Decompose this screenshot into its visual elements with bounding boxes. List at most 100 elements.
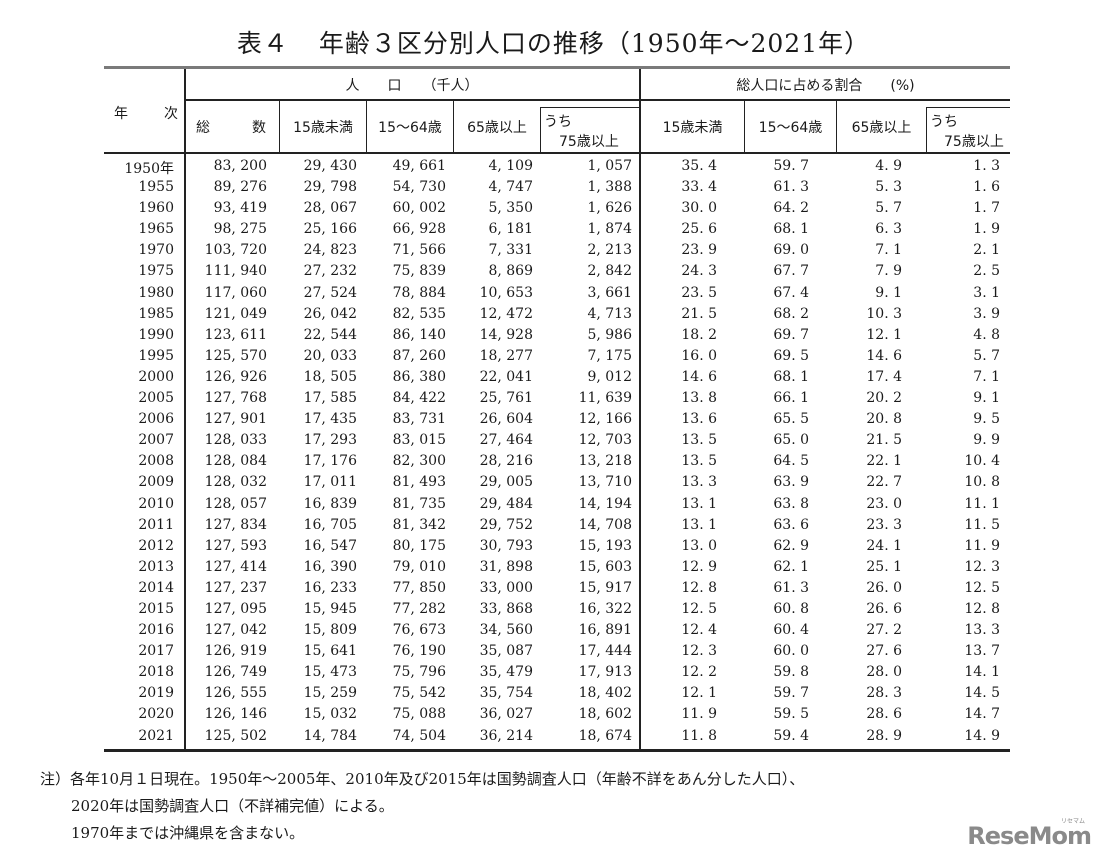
header-total: 総 数 — [196, 120, 266, 136]
cell-o75: 18, 674 — [578, 727, 632, 744]
cell-year: 1980 — [138, 284, 174, 301]
header-year-1: 年 — [114, 106, 128, 122]
cell-u15: 16, 233 — [303, 579, 357, 596]
cell-a15-64: 83, 015 — [392, 432, 446, 449]
table-body: 1950年 83, 200 29, 430 49, 661 4, 109 1, 057 35… — [104, 154, 1010, 752]
table-row: 2013 127, 414 16, 390 79, 010 31, 898 15, 603… — [104, 557, 1010, 578]
cell-o65: 18, 277 — [479, 347, 533, 364]
cell-p-o65: 22. 7 — [866, 474, 902, 491]
cell-u15: 15, 641 — [303, 643, 357, 660]
table-row: 2021 125, 502 14, 784 74, 504 36, 214 18, 674… — [104, 726, 1010, 747]
cell-u15: 16, 839 — [303, 495, 357, 512]
cell-o75: 5, 986 — [587, 326, 632, 343]
cell-p-o65: 6. 3 — [875, 221, 902, 238]
cell-total: 127, 042 — [204, 622, 267, 639]
header-ratio-under15: 15歳未満 — [662, 120, 723, 136]
cell-o65: 10, 653 — [479, 284, 533, 301]
cell-p-o65: 25. 1 — [866, 558, 902, 575]
cell-a15-64: 86, 140 — [392, 326, 446, 343]
cell-p-u15: 12. 4 — [681, 622, 717, 639]
cell-p-u15: 11. 9 — [681, 706, 717, 723]
cell-p-o65: 28. 0 — [866, 664, 902, 681]
cell-p-o65: 21. 5 — [866, 432, 902, 449]
cell-o65: 30, 793 — [479, 537, 533, 554]
cell-o75: 18, 402 — [578, 685, 632, 702]
table-row: 2015 127, 095 15, 945 77, 282 33, 868 16, 322… — [104, 599, 1010, 620]
cell-p-u15: 13. 1 — [681, 495, 717, 512]
cell-p-u15: 23. 5 — [681, 284, 717, 301]
resemom-logo: リセマム ReseMom — [967, 818, 1092, 850]
cell-a15-64: 66, 928 — [392, 221, 446, 238]
cell-a15-64: 84, 422 — [392, 390, 446, 407]
cell-p-15-64: 63. 6 — [773, 516, 809, 533]
cell-u15: 16, 705 — [303, 516, 357, 533]
cell-total: 127, 095 — [204, 600, 267, 617]
cell-o65: 6, 181 — [488, 221, 533, 238]
cell-p-o75: 10. 4 — [964, 453, 1000, 470]
cell-o75: 12, 166 — [578, 411, 632, 428]
cell-p-15-64: 59. 8 — [773, 664, 809, 681]
cell-year: 2005 — [138, 390, 174, 407]
cell-p-u15: 21. 5 — [681, 305, 717, 322]
cell-year: 2006 — [138, 411, 174, 428]
table-row: 2008 128, 084 17, 176 82, 300 28, 216 13, 218… — [104, 451, 1010, 472]
cell-o75: 16, 322 — [578, 600, 632, 617]
header-ratio-15-64: 15～64歳 — [758, 120, 823, 136]
table-row: 2011 127, 834 16, 705 81, 342 29, 752 14, 708… — [104, 515, 1010, 536]
cell-p-15-64: 64. 5 — [773, 453, 809, 470]
cell-year: 2000 — [138, 368, 174, 385]
cell-a15-64: 81, 342 — [392, 516, 446, 533]
cell-p-o75: 9. 1 — [973, 390, 1000, 407]
table-row: 2005 127, 768 17, 585 84, 422 25, 761 11, 639… — [104, 388, 1010, 409]
cell-a15-64: 82, 535 — [392, 305, 446, 322]
cell-o75: 14, 708 — [578, 516, 632, 533]
cell-total: 127, 901 — [204, 411, 267, 428]
cell-o75: 7, 175 — [587, 347, 632, 364]
cell-year: 1990 — [138, 326, 174, 343]
cell-total: 123, 611 — [204, 326, 267, 343]
cell-p-15-64: 65. 0 — [773, 432, 809, 449]
cell-p-o65: 24. 1 — [866, 537, 902, 554]
cell-total: 128, 032 — [204, 474, 267, 491]
cell-p-15-64: 67. 4 — [773, 284, 809, 301]
cell-p-u15: 12. 8 — [681, 579, 717, 596]
cell-o75: 13, 710 — [578, 474, 632, 491]
cell-u15: 29, 798 — [303, 179, 357, 196]
note-line-1: 注）各年10月１日現在。1950年～2005年、2010年及び2015年は国勢調… — [40, 770, 805, 788]
table-row: 2006 127, 901 17, 435 83, 731 26, 604 12, 166… — [104, 409, 1010, 430]
cell-o65: 35, 479 — [479, 664, 533, 681]
cell-u15: 25, 166 — [303, 221, 357, 238]
cell-o75: 1, 388 — [587, 179, 632, 196]
cell-p-o75: 11. 9 — [964, 537, 1000, 554]
cell-total: 93, 419 — [213, 200, 267, 217]
cell-o65: 12, 472 — [479, 305, 533, 322]
cell-total: 127, 768 — [204, 390, 267, 407]
cell-p-o65: 20. 2 — [866, 390, 902, 407]
cell-o75: 15, 193 — [578, 537, 632, 554]
cell-total: 128, 033 — [204, 432, 267, 449]
cell-p-15-64: 68. 2 — [773, 305, 809, 322]
cell-year: 2021 — [138, 727, 174, 744]
cell-p-u15: 13. 1 — [681, 516, 717, 533]
logo-text: ReseMom — [967, 822, 1092, 850]
header-over75: 75歳以上 — [559, 134, 619, 150]
cell-p-u15: 13. 5 — [681, 453, 717, 470]
cell-total: 83, 200 — [213, 158, 267, 174]
cell-year: 2017 — [138, 643, 174, 660]
cell-p-o75: 12. 3 — [964, 558, 1000, 575]
header-ratio-group: 総人口に占める割合 (%) — [736, 78, 915, 94]
cell-year: 1965 — [138, 221, 174, 238]
cell-a15-64: 60, 002 — [392, 200, 446, 217]
cell-p-15-64: 63. 8 — [773, 495, 809, 512]
cell-o75: 3, 661 — [587, 284, 632, 301]
note-line-3: 1970年までは沖縄県を含まない。 — [71, 824, 305, 842]
cell-p-u15: 13. 8 — [681, 390, 717, 407]
cell-p-o65: 14. 6 — [866, 347, 902, 364]
cell-total: 127, 593 — [204, 537, 267, 554]
cell-total: 126, 146 — [204, 706, 267, 723]
cell-total: 127, 237 — [204, 579, 267, 596]
cell-o75: 18, 602 — [578, 706, 632, 723]
cell-u15: 27, 524 — [303, 284, 357, 301]
cell-o65: 26, 604 — [479, 411, 533, 428]
cell-total: 126, 926 — [204, 368, 267, 385]
